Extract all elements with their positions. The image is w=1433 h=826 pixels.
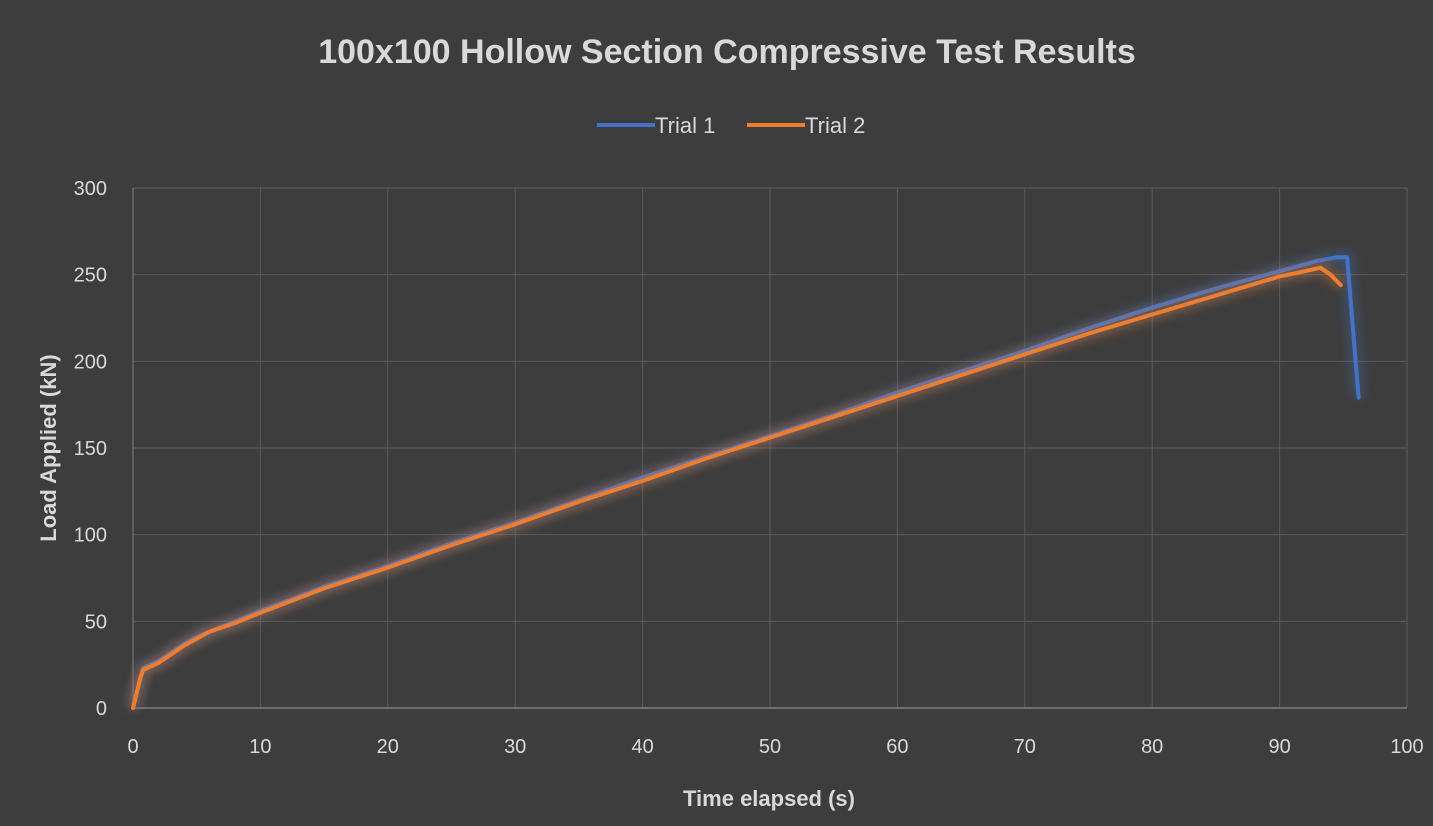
legend-item: Trial 2: [747, 113, 865, 138]
series-glow: [127, 251, 1365, 710]
x-tick-label: 10: [249, 736, 271, 758]
axes: 0 50 100 150 200 250 300 0 10 20 30 40 50 60 70 80 90 100: [74, 178, 1424, 758]
x-tick-label: 70: [1014, 736, 1036, 758]
y-tick-label: 0: [96, 698, 107, 720]
x-tick-label: 60: [886, 736, 908, 758]
y-tick-label: 250: [74, 265, 107, 287]
legend-label: Trial 1: [655, 113, 715, 138]
series-glow: [127, 261, 1346, 710]
series-line-trial-1: [131, 255, 1361, 710]
x-tick-label: 90: [1268, 736, 1290, 758]
x-tick-label: 40: [631, 736, 653, 758]
gridlines: [133, 187, 1408, 708]
x-tick-label: 0: [127, 736, 138, 758]
legend-item: Trial 1: [597, 113, 715, 138]
x-tick-label: 100: [1390, 736, 1423, 758]
y-tick-label: 300: [74, 178, 107, 200]
series-line-trial-2: [131, 265, 1343, 710]
y-tick-label: 150: [74, 438, 107, 460]
x-tick-label: 30: [504, 736, 526, 758]
legend-label: Trial 2: [805, 113, 865, 138]
y-tick-label: 100: [74, 525, 107, 547]
x-tick-label: 80: [1141, 736, 1163, 758]
legend: Trial 1 Trial 2: [597, 113, 865, 138]
series-lines: [127, 251, 1365, 710]
y-axis-label: Load Applied (kN): [36, 354, 61, 541]
y-tick-label: 50: [85, 611, 107, 633]
chart-title: 100x100 Hollow Section Compressive Test …: [318, 33, 1136, 71]
x-tick-label: 50: [759, 736, 781, 758]
y-tick-label: 200: [74, 351, 107, 373]
x-axis-label: Time elapsed (s): [683, 786, 855, 811]
x-tick-label: 20: [377, 736, 399, 758]
